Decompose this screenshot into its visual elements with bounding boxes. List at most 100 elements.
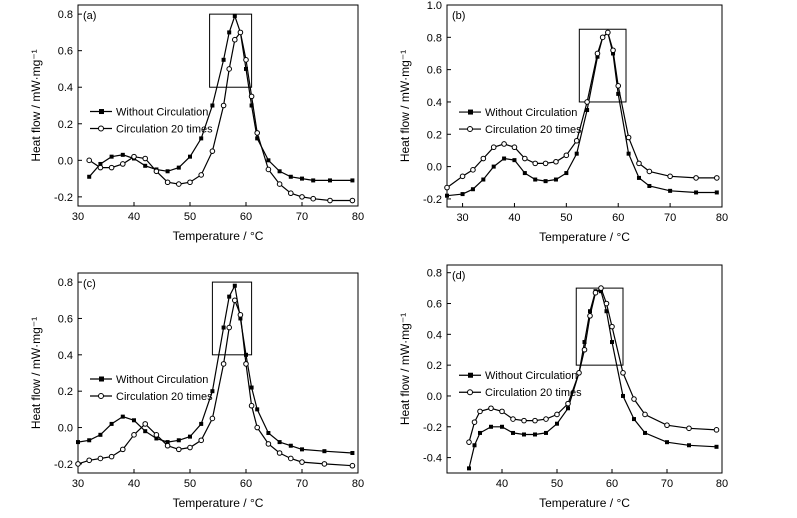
data-point	[255, 407, 260, 412]
x-tick-label: 50	[551, 478, 563, 490]
chart-panel-1: 30 40 50 60 70 80 -0.2 0.0 0.2 0.4 0.6 0.8 Temperatu…	[29, 4, 364, 243]
data-point	[254, 424, 261, 431]
legend-label: Circulation 20 times	[485, 387, 582, 399]
y-tick-label: 0.8	[58, 277, 73, 289]
data-point	[237, 29, 244, 36]
data-point	[632, 417, 636, 422]
chart-panel-4: 40 50 60 70 80 -0.4 -0.2 0.0 0.2 0.4 0.6 0.8 Tempera…	[398, 264, 728, 510]
data-point	[594, 50, 601, 57]
series-1	[445, 30, 719, 198]
data-point	[209, 415, 216, 422]
data-point	[243, 57, 249, 63]
data-point	[470, 187, 475, 192]
x-tick-label: 80	[716, 478, 728, 490]
y-tick-label: 1.0	[427, 0, 442, 12]
highlight-box	[209, 13, 253, 88]
data-point	[277, 440, 282, 445]
data-point	[232, 283, 237, 288]
data-point	[75, 461, 81, 467]
legend-marker	[98, 393, 104, 399]
data-point	[610, 47, 616, 54]
data-point	[153, 168, 160, 175]
data-point	[350, 451, 355, 455]
data-point	[237, 312, 244, 318]
data-point	[265, 166, 272, 173]
data-point	[327, 197, 333, 204]
y-tick-label: -0.2	[423, 194, 442, 206]
data-point	[584, 99, 590, 105]
data-point	[686, 425, 692, 432]
y-tick-label: 0.8	[58, 9, 73, 21]
data-point	[248, 93, 255, 100]
chart-panel-2: 30 40 50 60 70 80 -0.2 0.0 0.2 0.4 0.6 0.8 1.0 Temper…	[398, 0, 728, 244]
data-point	[232, 297, 238, 304]
data-point	[616, 91, 621, 96]
data-point	[321, 461, 328, 467]
data-point	[554, 411, 560, 418]
plot-frame	[77, 272, 359, 474]
y-tick-label: 0.4	[58, 350, 73, 362]
data-point	[544, 430, 548, 435]
data-point	[599, 289, 603, 294]
x-tick-label: 40	[496, 478, 508, 490]
data-point	[714, 190, 719, 195]
data-point	[198, 172, 204, 178]
series-2	[466, 285, 720, 445]
chart-panel-3: 30 40 50 60 70 80 -0.2 0.0 0.2 0.4 0.6 0.8 Temperatu…	[29, 272, 364, 510]
legend-label: Without Circulation	[485, 370, 577, 382]
data-point	[687, 443, 691, 448]
data-point	[605, 29, 611, 36]
data-point	[587, 313, 593, 319]
x-axis-label: Temperature / °C	[173, 229, 264, 243]
data-point	[543, 179, 548, 184]
x-axis-label: Temperature / °C	[173, 496, 264, 510]
data-point	[626, 151, 631, 156]
panel-label: (b)	[452, 10, 465, 22]
data-point	[244, 66, 248, 71]
data-point	[592, 289, 599, 296]
data-point	[288, 190, 294, 197]
data-point	[276, 450, 283, 456]
y-tick-label: 0.2	[58, 386, 73, 398]
data-point	[187, 444, 193, 451]
data-point	[511, 144, 518, 151]
legend-label: Without Circulation	[116, 107, 208, 119]
y-tick-label: 0.2	[58, 119, 73, 131]
data-point	[603, 300, 610, 307]
y-tick-label: 0.8	[427, 268, 442, 280]
y-tick-label: 0.6	[58, 313, 73, 325]
data-point	[573, 137, 580, 144]
data-point	[288, 455, 294, 462]
data-point	[277, 169, 282, 174]
legend-label: Without Circulation	[116, 374, 208, 386]
data-point	[694, 190, 699, 195]
data-point	[533, 177, 538, 182]
series-2	[75, 297, 356, 469]
y-tick-label: 0.2	[427, 360, 442, 372]
x-axis-label: Temperature / °C	[539, 496, 630, 510]
data-point	[598, 285, 604, 291]
data-point	[97, 164, 104, 171]
data-point	[459, 173, 466, 180]
x-tick-label: 30	[456, 212, 468, 224]
data-point	[176, 181, 182, 187]
data-point	[621, 393, 625, 398]
data-point	[108, 164, 115, 171]
data-point	[481, 177, 486, 182]
data-point	[120, 152, 125, 157]
data-point	[667, 173, 673, 180]
y-tick-label: 0.8	[427, 32, 442, 44]
data-point	[188, 154, 192, 159]
data-point	[220, 102, 227, 109]
data-point	[581, 346, 588, 353]
plot-frame	[77, 4, 359, 207]
y-tick-label: 0.4	[427, 97, 442, 109]
data-point	[132, 418, 136, 423]
data-point	[109, 154, 114, 159]
y-tick-label: 0.6	[427, 299, 442, 311]
data-point	[349, 197, 356, 204]
data-point	[564, 171, 569, 176]
plot-frame	[446, 4, 723, 208]
data-point	[533, 432, 537, 437]
